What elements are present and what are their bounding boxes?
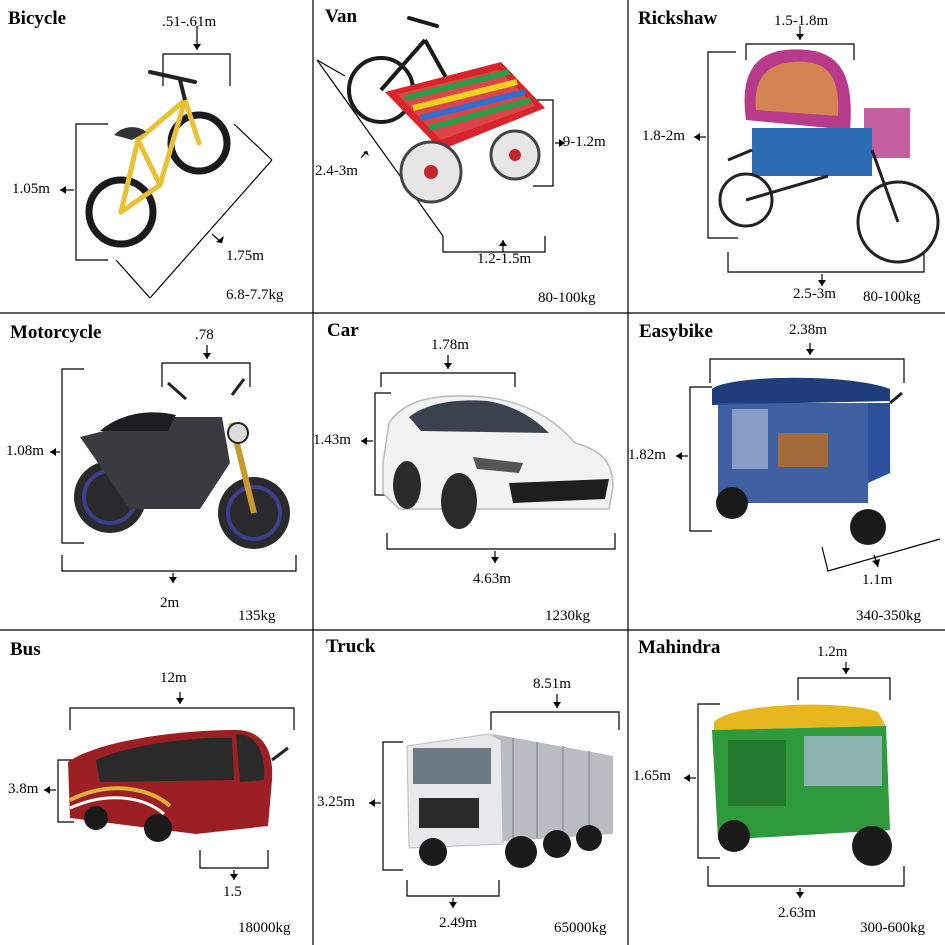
bicycle-illustration — [60, 26, 273, 299]
vehicle-cell-easybike: Easybike 2.38m 1.82m 1.1m 340-350kg — [628, 313, 945, 630]
vehicle-cell-van: Van 2.4-3m .9-1.2m 1.2-1.5m 80-100kg — [313, 0, 628, 313]
vehicle-title: Motorcycle — [10, 322, 102, 343]
dimension-label: 1.8-2m — [642, 128, 685, 144]
truck-illustration — [369, 694, 620, 908]
weight-label: 18000kg — [238, 920, 291, 936]
vehicle-cell-mahindra: Mahindra 1.2m 1.65m 2.63m 300-600kg — [628, 630, 945, 945]
weight-label: 80-100kg — [863, 289, 921, 305]
dimension-label: 1.5 — [223, 884, 242, 900]
dimension-label: .9-1.2m — [559, 134, 606, 150]
weight-label: 135kg — [238, 608, 276, 624]
dimension-label: 1.82m — [628, 447, 666, 463]
vehicle-title: Bus — [10, 639, 41, 660]
weight-label: 65000kg — [554, 920, 607, 936]
vehicle-title: Car — [327, 320, 359, 341]
rickshaw-illustration — [694, 26, 940, 286]
vehicle-title: Rickshaw — [638, 8, 718, 29]
dimension-label: 2.4-3m — [315, 163, 358, 179]
vehicle-cell-truck: Truck 8.51m 3.25m 2.49m 65000kg — [313, 630, 628, 945]
dimension-label: 2.38m — [789, 322, 827, 338]
weight-label: 300-600kg — [860, 920, 925, 936]
weight-label: 6.8-7.7kg — [226, 287, 284, 303]
vehicle-title: Van — [325, 6, 358, 27]
vehicle-cell-motorcycle: Motorcycle .78 1.08m 2m 135kg — [0, 313, 313, 630]
dimension-label: 1.05m — [12, 181, 50, 197]
dimension-label: 1.75m — [226, 248, 264, 264]
dimension-label: 3.25m — [317, 794, 355, 810]
dimension-label: 1.65m — [633, 768, 671, 784]
dimension-label: 1.2m — [817, 644, 848, 660]
dimension-label: 12m — [160, 670, 187, 686]
vehicle-title: Easybike — [639, 321, 713, 342]
dimension-label: 2.49m — [439, 915, 477, 931]
weight-label: 1230kg — [545, 608, 590, 624]
dimension-label: .78 — [195, 327, 214, 343]
dimension-label: 1.2-1.5m — [477, 251, 532, 267]
vehicle-cell-bicycle: Bicycle .51-.61m 1.05m 1.75m 6.8-7.7kg — [0, 0, 313, 313]
dimension-label: 1.08m — [6, 443, 44, 459]
dimension-label: 2.5-3m — [793, 286, 836, 302]
dimension-label: 2m — [160, 595, 180, 611]
dimension-label: 4.63m — [473, 571, 511, 587]
dimension-label: .51-.61m — [162, 14, 217, 30]
van-illustration — [316, 16, 565, 253]
dimension-label: 1.5-1.8m — [774, 13, 829, 29]
car-illustration — [361, 355, 616, 563]
dimension-label: 1.78m — [431, 337, 469, 353]
mahindra-illustration — [684, 662, 905, 898]
easybike-illustration — [676, 343, 941, 572]
dimension-label: 3.8m — [8, 781, 39, 797]
vehicle-cell-car: Car 1.78m 1.43m 4.63m 1230kg — [313, 313, 628, 630]
vehicle-title: Truck — [326, 636, 376, 657]
bus-illustration — [44, 692, 295, 880]
weight-label: 80-100kg — [538, 290, 596, 306]
vehicle-cell-rickshaw: Rickshaw 1.5-1.8m 1.8-2m 2.5-3m 80-100kg — [628, 0, 945, 313]
vehicle-title: Mahindra — [638, 637, 721, 658]
dimension-label: 1.43m — [313, 432, 351, 448]
dimension-label: 2.63m — [778, 905, 816, 921]
vehicle-cell-bus: Bus 12m 3.8m 1.5 18000kg — [0, 630, 313, 945]
vehicle-title: Bicycle — [8, 8, 67, 29]
dimension-label: 1.1m — [862, 572, 893, 588]
weight-label: 340-350kg — [856, 608, 921, 624]
motorcycle-illustration — [50, 345, 297, 583]
dimension-label: 8.51m — [533, 676, 571, 692]
